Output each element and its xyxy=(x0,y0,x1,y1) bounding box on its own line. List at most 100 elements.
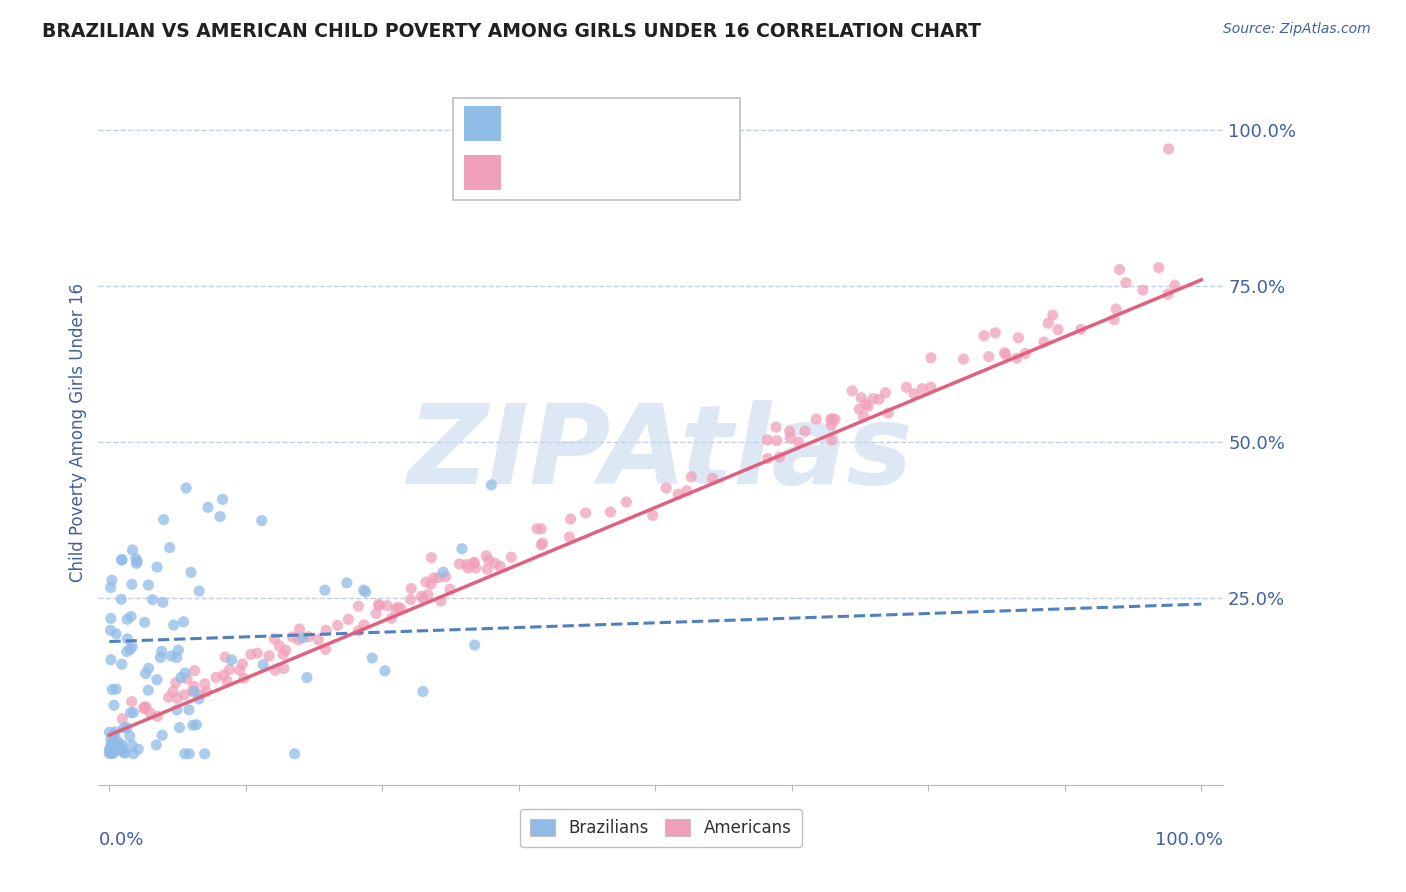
Point xyxy=(616,495,638,509)
Point xyxy=(457,561,479,575)
Point xyxy=(361,651,384,665)
Point xyxy=(1108,262,1130,277)
Point xyxy=(111,657,134,672)
Point xyxy=(451,541,474,556)
Point xyxy=(384,602,406,616)
Point xyxy=(681,470,703,484)
Point xyxy=(110,739,132,754)
Point xyxy=(107,734,129,748)
Point xyxy=(105,739,128,753)
Point xyxy=(127,554,149,568)
Point xyxy=(875,385,897,400)
Point xyxy=(374,664,396,678)
Point xyxy=(641,508,664,523)
Point xyxy=(271,648,294,662)
Point xyxy=(994,345,1017,359)
Point xyxy=(176,672,198,686)
Point xyxy=(973,328,995,343)
Point xyxy=(530,522,553,536)
Point xyxy=(281,630,304,644)
Point xyxy=(526,522,548,536)
Text: ZIPAtlas: ZIPAtlas xyxy=(408,401,914,508)
Point xyxy=(263,632,285,646)
Point xyxy=(464,561,486,575)
Point xyxy=(297,630,319,644)
Point xyxy=(211,492,233,507)
Point xyxy=(824,412,846,426)
Point xyxy=(218,663,240,677)
Point xyxy=(105,682,128,697)
Point xyxy=(1007,331,1029,345)
Point xyxy=(336,575,359,590)
Point xyxy=(100,745,122,759)
Point xyxy=(188,692,211,706)
Point xyxy=(852,409,875,424)
Point xyxy=(1132,283,1154,297)
Point xyxy=(353,618,375,632)
Point xyxy=(463,556,485,570)
Point xyxy=(269,639,291,653)
Point xyxy=(420,577,443,591)
Point xyxy=(787,435,810,450)
Point xyxy=(105,740,128,755)
Point xyxy=(920,351,942,365)
Point xyxy=(101,741,124,756)
Point xyxy=(984,326,1007,340)
Point xyxy=(159,541,181,555)
Point xyxy=(167,643,190,657)
Point xyxy=(139,706,162,720)
Point xyxy=(100,581,122,595)
Point xyxy=(183,664,205,678)
Point xyxy=(214,650,236,665)
Point xyxy=(152,595,174,609)
Point xyxy=(855,397,877,411)
Point xyxy=(756,451,779,466)
Point xyxy=(101,746,124,760)
Point xyxy=(655,481,678,495)
Point xyxy=(387,600,409,615)
Point xyxy=(315,624,337,638)
Point xyxy=(479,478,502,492)
Point xyxy=(125,557,148,571)
Point xyxy=(163,618,186,632)
Point xyxy=(122,706,145,720)
Point xyxy=(194,747,217,761)
Point xyxy=(849,391,872,405)
Point xyxy=(464,638,486,652)
Point xyxy=(274,643,297,657)
Point xyxy=(120,706,142,720)
Point xyxy=(98,747,121,761)
Point xyxy=(186,717,208,731)
Point xyxy=(103,728,125,742)
Point xyxy=(166,703,188,717)
Point xyxy=(101,573,124,587)
Point xyxy=(820,412,842,426)
Point xyxy=(427,570,450,584)
Point xyxy=(420,550,443,565)
Point xyxy=(416,588,439,602)
Point xyxy=(173,747,195,761)
Point xyxy=(315,642,337,657)
Point xyxy=(173,615,195,629)
Point xyxy=(111,712,134,726)
Point xyxy=(209,509,232,524)
Point xyxy=(100,653,122,667)
Point xyxy=(111,743,134,757)
Point xyxy=(98,742,121,756)
Point xyxy=(794,424,817,438)
Point xyxy=(389,602,412,616)
Point xyxy=(952,352,974,367)
Point xyxy=(1070,322,1092,336)
Point xyxy=(138,661,160,675)
Point xyxy=(903,386,925,401)
Point xyxy=(181,718,204,732)
Point xyxy=(101,682,124,697)
Text: 100.0%: 100.0% xyxy=(1156,830,1223,849)
Point xyxy=(1014,346,1036,360)
Point xyxy=(375,599,398,613)
Point xyxy=(120,609,142,624)
Point xyxy=(868,392,890,407)
Point xyxy=(911,382,934,396)
Point xyxy=(188,584,211,599)
Point xyxy=(337,612,360,626)
